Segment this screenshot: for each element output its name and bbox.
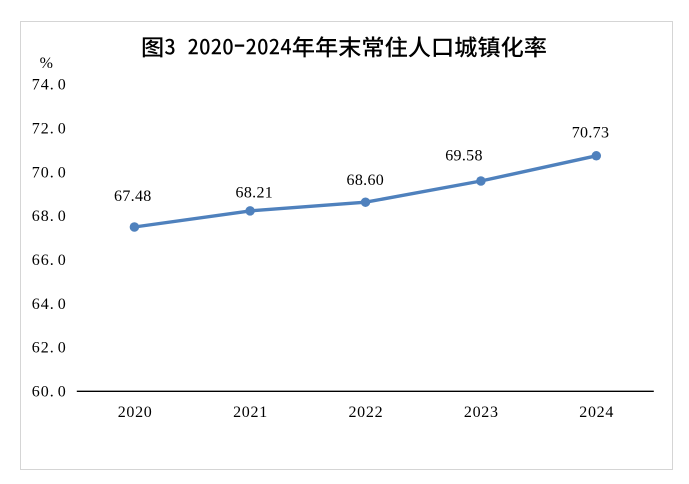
svg-text:2023: 2023 [464,404,499,421]
svg-text:72.0: 72. 0 [32,121,67,138]
svg-text:60.0: 60. 0 [32,384,67,401]
svg-text:69.58: 69.58 [445,147,483,164]
svg-text:70.73: 70.73 [572,125,610,142]
svg-text:2021: 2021 [233,404,268,421]
svg-text:67.48: 67.48 [114,188,152,205]
svg-text:70.0: 70. 0 [32,164,67,181]
svg-text:2020: 2020 [118,404,153,421]
svg-text:74.0: 74. 0 [32,77,67,94]
svg-text:%: % [40,55,53,72]
svg-text:2024: 2024 [579,404,614,421]
svg-text:62.0: 62. 0 [32,340,67,357]
svg-text:68.60: 68.60 [347,172,385,189]
svg-text:64.0: 64. 0 [32,296,67,313]
svg-text:66.0: 66. 0 [32,252,67,269]
svg-text:68.0: 68. 0 [32,208,67,225]
svg-text:68.21: 68.21 [236,185,274,202]
svg-text:2022: 2022 [348,404,383,421]
